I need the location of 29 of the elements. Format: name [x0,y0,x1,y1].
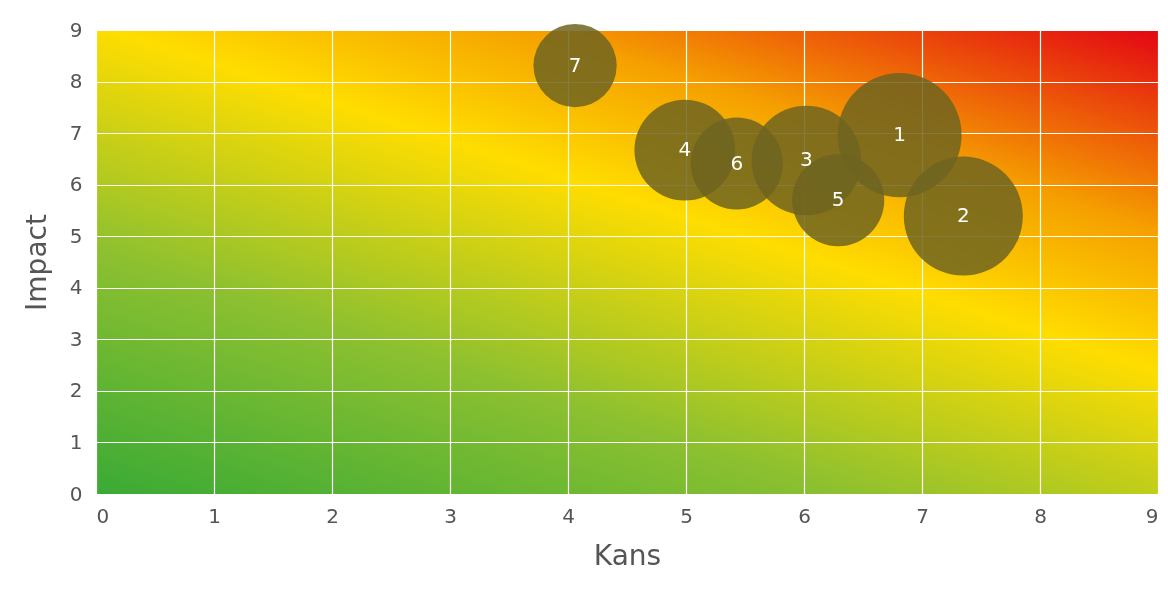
y-tick-label: 6 [69,172,83,197]
x-tick-label: 2 [326,503,339,528]
y-tick-label: 2 [69,378,83,403]
y-tick-label: 0 [69,481,83,506]
y-tick-label: 3 [69,326,83,351]
y-tick-label: 4 [69,275,83,300]
x-tick-label: 3 [444,503,457,528]
x-tick-label: 4 [562,503,575,528]
y-tick-label: 7 [69,120,83,145]
annotation: 4 [678,137,692,162]
y-tick-label: 9 [69,17,83,42]
annotation: 3 [799,147,813,172]
x-tick-label: 0 [96,503,110,528]
x-tick-label: 5 [680,503,693,528]
annotation: 2 [956,203,970,228]
x-tick-label: 7 [916,503,929,528]
y-tick-label: 1 [69,429,83,454]
x-tick-label: 9 [1145,503,1159,528]
annotation: 6 [730,150,744,175]
annotation: 1 [893,122,906,147]
y-tick-label: 8 [69,69,83,94]
x-tick-label: 6 [798,503,811,528]
x-tick-label: 1 [208,503,221,528]
x-tick-label: 8 [1034,503,1047,528]
x-axis-title: Kans [593,538,662,572]
annotation: 7 [568,52,582,77]
y-tick-label: 5 [69,223,83,248]
annotation: 5 [831,187,845,212]
y-axis-title: Impact [19,214,53,311]
